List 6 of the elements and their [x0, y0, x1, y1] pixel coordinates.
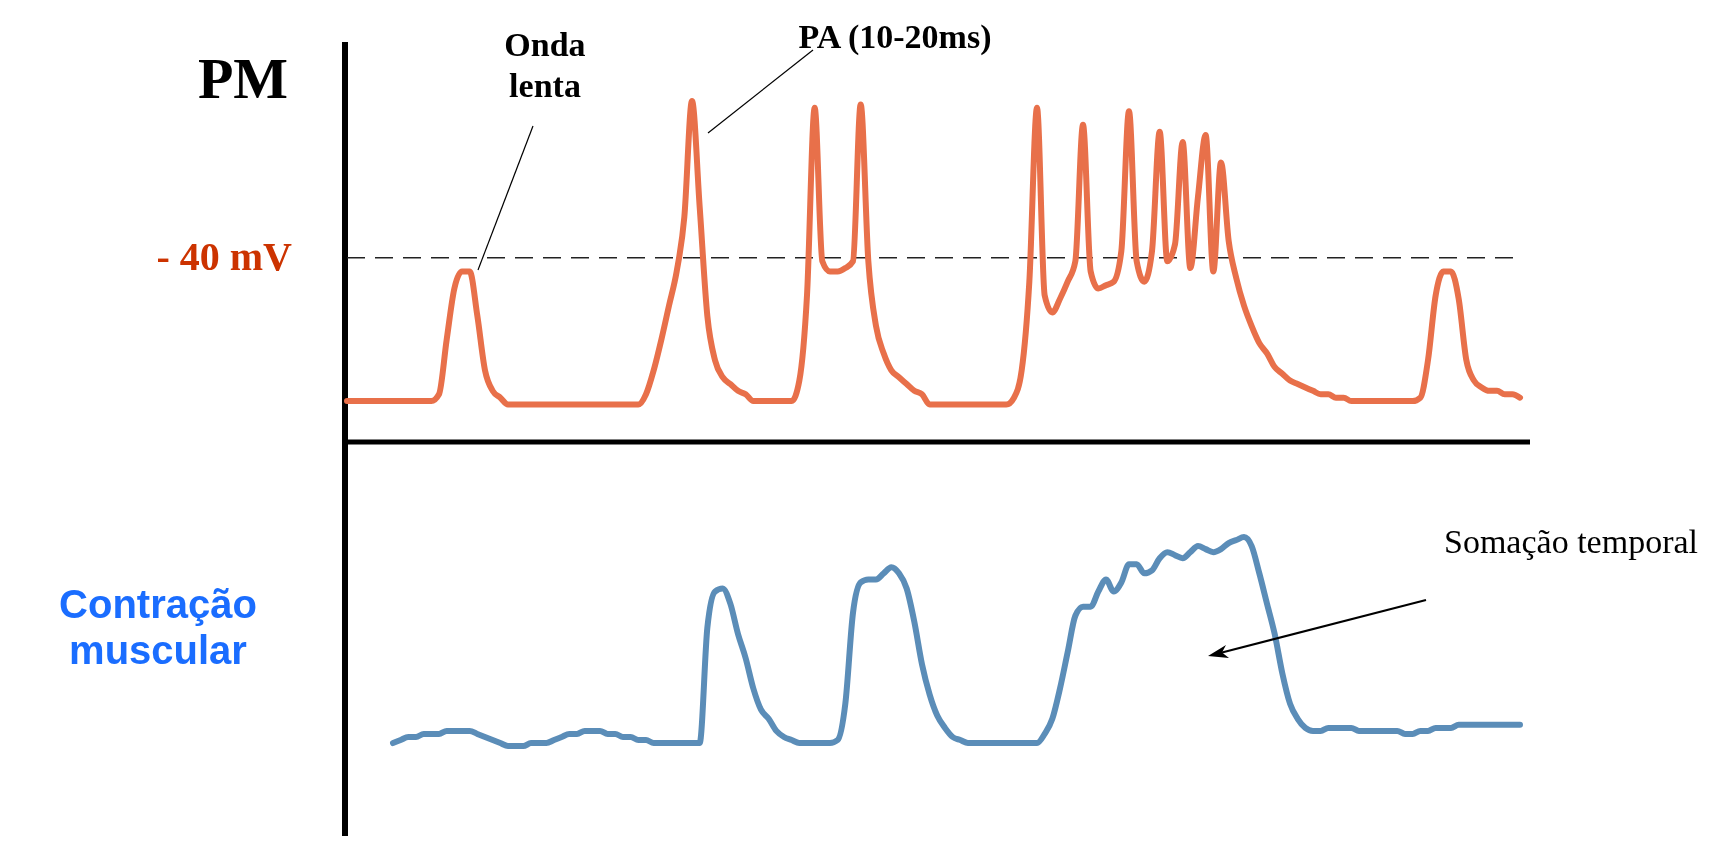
- text: PA (10-20ms): [798, 18, 992, 56]
- y-axis-title: Contração muscular: [59, 582, 257, 672]
- annotation: Somação temporal: [1444, 523, 1698, 560]
- ref-line-label: - 40 mV: [156, 233, 293, 279]
- annotation: Onda lenta: [504, 26, 586, 104]
- y-axis-title: PM: [197, 46, 289, 111]
